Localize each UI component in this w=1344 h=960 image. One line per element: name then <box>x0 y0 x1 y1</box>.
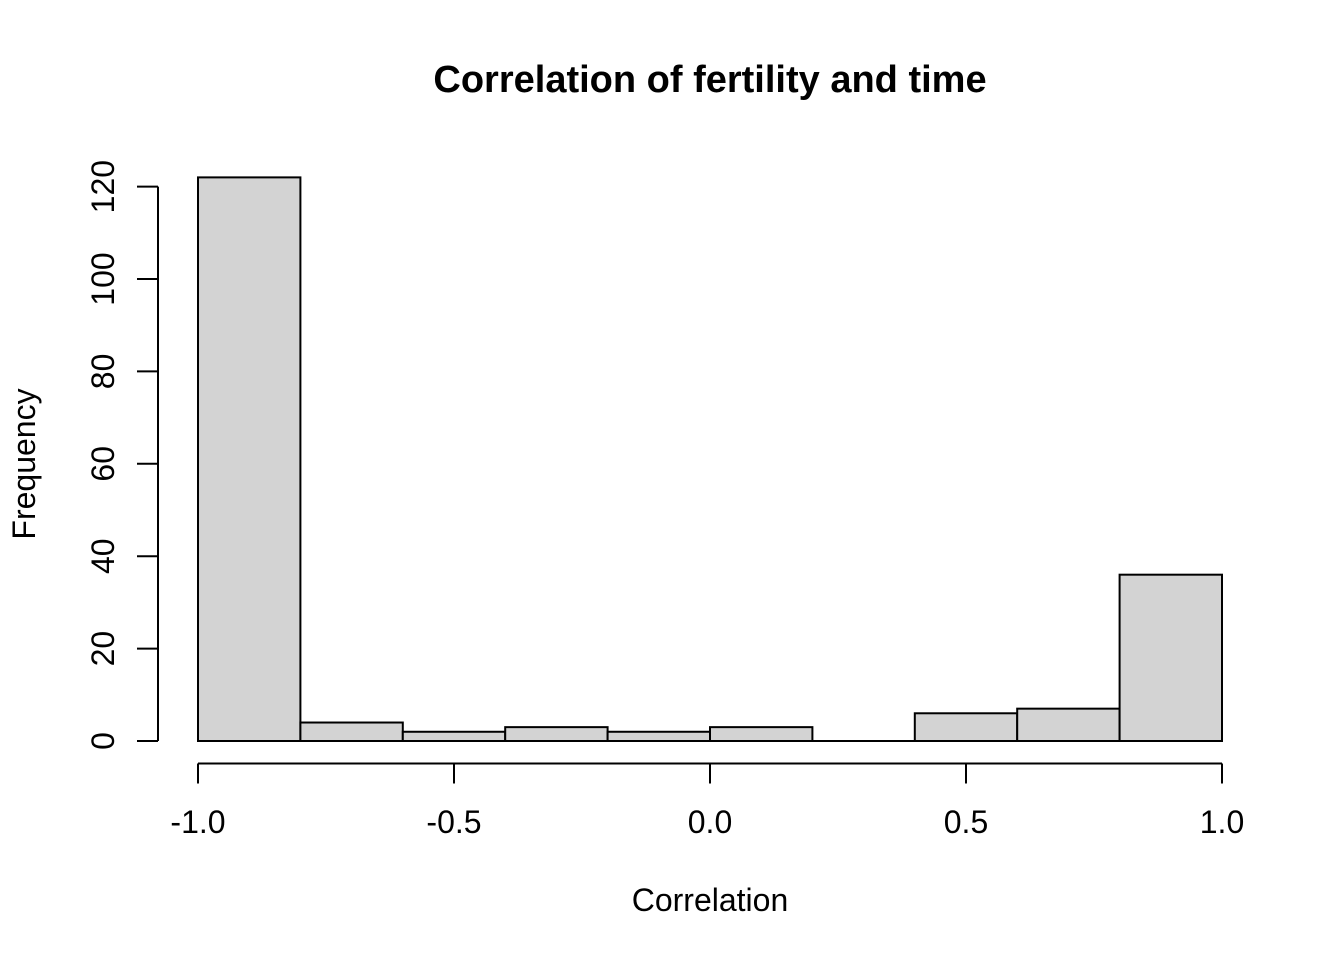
y-tick-label-6: 120 <box>85 160 121 213</box>
x-tick-label-1: -0.5 <box>426 804 481 840</box>
histogram-bar-9 <box>1118 573 1223 742</box>
x-tick-label-0: -1.0 <box>170 804 225 840</box>
y-tick-label-4: 80 <box>85 354 121 390</box>
histogram-bar-1 <box>299 721 404 743</box>
x-tick-label-2: 0.0 <box>688 804 732 840</box>
y-tick-label-2: 40 <box>85 538 121 574</box>
histogram-bar-4 <box>606 730 711 742</box>
histogram-bar-3 <box>504 726 609 743</box>
histogram-bar-0 <box>197 176 302 742</box>
histogram-bar-2 <box>401 730 507 742</box>
chart-title: Correlation of fertility and time <box>433 59 987 101</box>
histogram-bar-8 <box>1016 707 1121 742</box>
y-axis-title: Frequency <box>6 388 42 540</box>
x-tick-label-3: 0.5 <box>944 804 988 840</box>
x-axis-title: Correlation <box>631 882 789 918</box>
x-tick-label-4: 1.0 <box>1200 804 1244 840</box>
y-tick-label-0: 0 <box>85 732 121 750</box>
y-tick-label-5: 100 <box>85 252 121 305</box>
histogram-bar-5 <box>709 726 814 743</box>
histogram-bar-7 <box>913 712 1019 742</box>
y-tick-label-3: 60 <box>85 446 121 482</box>
y-tick-label-1: 20 <box>85 631 121 667</box>
